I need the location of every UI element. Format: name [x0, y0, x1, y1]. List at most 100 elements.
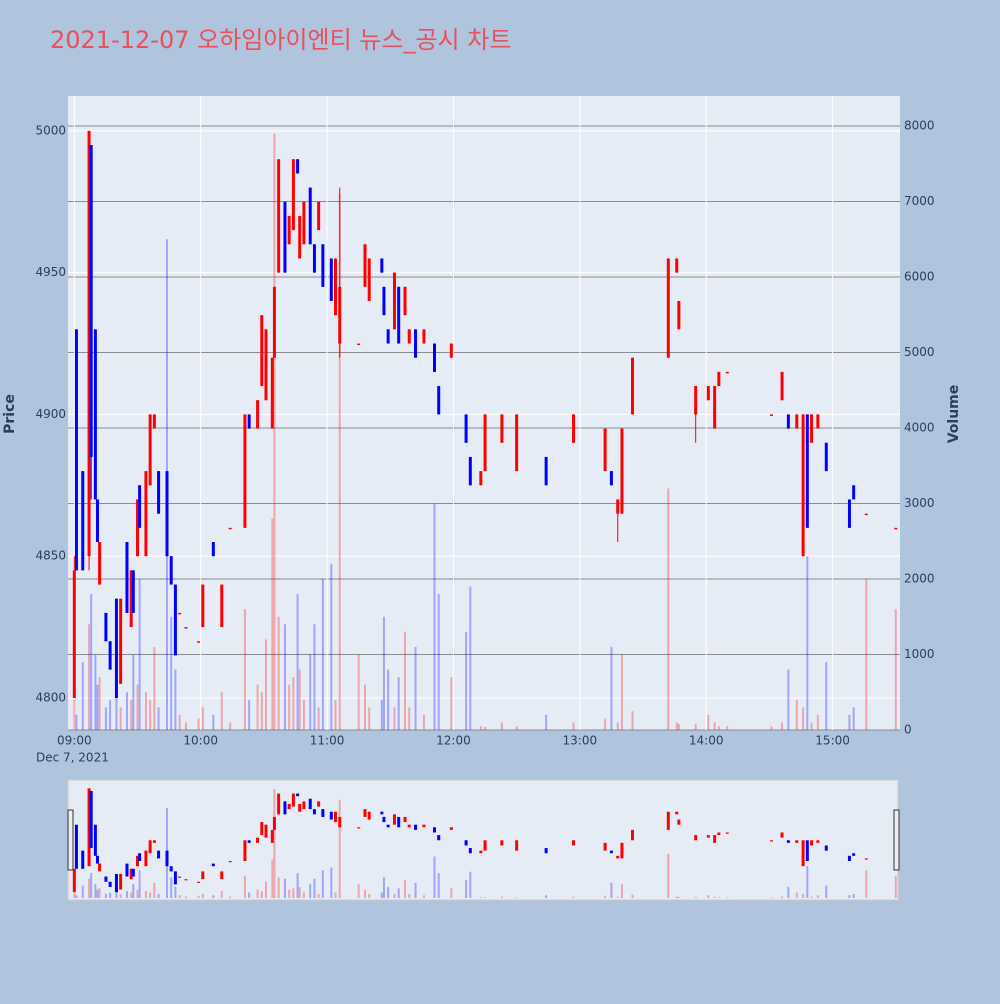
candle-body	[422, 329, 426, 344]
slider-candle	[321, 809, 325, 817]
volume-bar	[781, 722, 784, 730]
volume-bar	[469, 586, 472, 730]
candle-body	[247, 414, 251, 429]
slider-volume-bar	[94, 884, 97, 898]
candle-body	[433, 343, 437, 372]
slider-volume-bar	[717, 897, 720, 898]
candle-body	[392, 272, 396, 330]
x-tick-label: 15:00	[815, 734, 850, 748]
y2-tick-label: 1000	[904, 647, 935, 661]
volume-bar	[620, 654, 623, 730]
slider-candle	[178, 876, 182, 878]
volume-bar	[631, 711, 634, 730]
slider-candle	[810, 840, 814, 846]
slider-volume-bar	[75, 895, 78, 898]
volume-bar	[178, 714, 181, 730]
volume-bar	[153, 646, 156, 730]
volume-bar	[273, 133, 276, 731]
volume-bar	[292, 677, 295, 730]
slider-volume-bar	[330, 867, 333, 898]
slider-candle	[609, 850, 613, 854]
slider-volume-bar	[73, 892, 76, 898]
slider-volume-bar	[865, 870, 868, 898]
volume-bar	[197, 718, 200, 730]
candle-body	[805, 414, 809, 528]
slider-candle	[386, 824, 390, 828]
candle-body	[165, 471, 169, 557]
candle-body	[148, 414, 152, 486]
slider-candle	[414, 824, 418, 830]
slider-volume-bar	[631, 894, 634, 898]
candle-body	[770, 414, 774, 416]
volume-bar	[694, 723, 697, 730]
volume-bar	[545, 714, 548, 730]
candle-body	[291, 159, 295, 231]
slider-candle	[308, 798, 312, 810]
slider-candle	[392, 814, 396, 825]
volume-bar	[865, 579, 868, 730]
slider-volume-bar	[292, 888, 295, 898]
slider-volume-bar	[694, 896, 697, 898]
slider-candle	[852, 853, 856, 856]
slider-volume-bar	[130, 892, 133, 898]
slider-candle	[367, 811, 371, 820]
volume-bar	[229, 722, 232, 730]
volume-bar	[96, 684, 99, 730]
slider-volume-bar	[620, 884, 623, 898]
candle-body	[786, 414, 790, 429]
slider-volume-bar	[317, 893, 320, 898]
slider-volume-bar	[264, 881, 267, 898]
volume-bar	[313, 624, 316, 730]
slider-candle	[422, 824, 426, 828]
slider-candle	[805, 840, 809, 862]
candle-body	[228, 527, 232, 530]
slider-candle	[572, 840, 576, 846]
slider-candle	[114, 873, 118, 893]
candle-body	[87, 130, 91, 557]
slider-candle	[317, 801, 321, 807]
slider-volume-bar	[132, 884, 135, 898]
volume-bar	[264, 639, 267, 730]
slider-volume-bar	[109, 892, 112, 898]
volume-bar	[667, 488, 670, 730]
slider-volume-bar	[157, 893, 160, 898]
slider-volume-bar	[545, 895, 548, 898]
candle-body	[386, 329, 390, 344]
slider-candle	[824, 845, 828, 851]
slider-candle	[108, 881, 112, 887]
slider-candle	[666, 811, 670, 830]
slider-candle	[125, 863, 129, 877]
slider-candle	[675, 811, 679, 815]
volume-bar	[675, 722, 678, 730]
candle-body	[264, 329, 268, 401]
slider-candle	[603, 842, 607, 851]
slider-handle[interactable]	[893, 809, 900, 871]
slider-volume-bar	[220, 891, 223, 898]
slider-volume-bar	[500, 896, 503, 898]
slider-candle	[201, 871, 205, 880]
candle-body	[272, 286, 276, 358]
volume-bar	[610, 646, 613, 730]
candle-body	[483, 414, 487, 472]
slider-volume-bar	[136, 889, 139, 898]
slider-candle	[816, 840, 820, 843]
volume-bar	[404, 631, 407, 730]
slider-candle	[312, 809, 316, 815]
slider-handle[interactable]	[67, 809, 74, 871]
slider-candle	[630, 829, 634, 841]
slider-volume-bar	[88, 878, 91, 898]
volume-bar	[408, 707, 411, 730]
slider-candle	[152, 840, 156, 843]
volume-bar	[717, 726, 720, 730]
candle-body	[129, 570, 133, 628]
y-tick-label: 5000	[35, 123, 66, 137]
volume-bar	[302, 699, 305, 730]
slider-volume-bar	[125, 891, 128, 898]
volume-bar	[170, 616, 173, 730]
volume-bar	[726, 726, 729, 730]
candle-body	[403, 286, 407, 316]
range-slider[interactable]	[67, 779, 899, 901]
volume-bar	[144, 692, 147, 730]
slider-candle	[98, 863, 102, 872]
